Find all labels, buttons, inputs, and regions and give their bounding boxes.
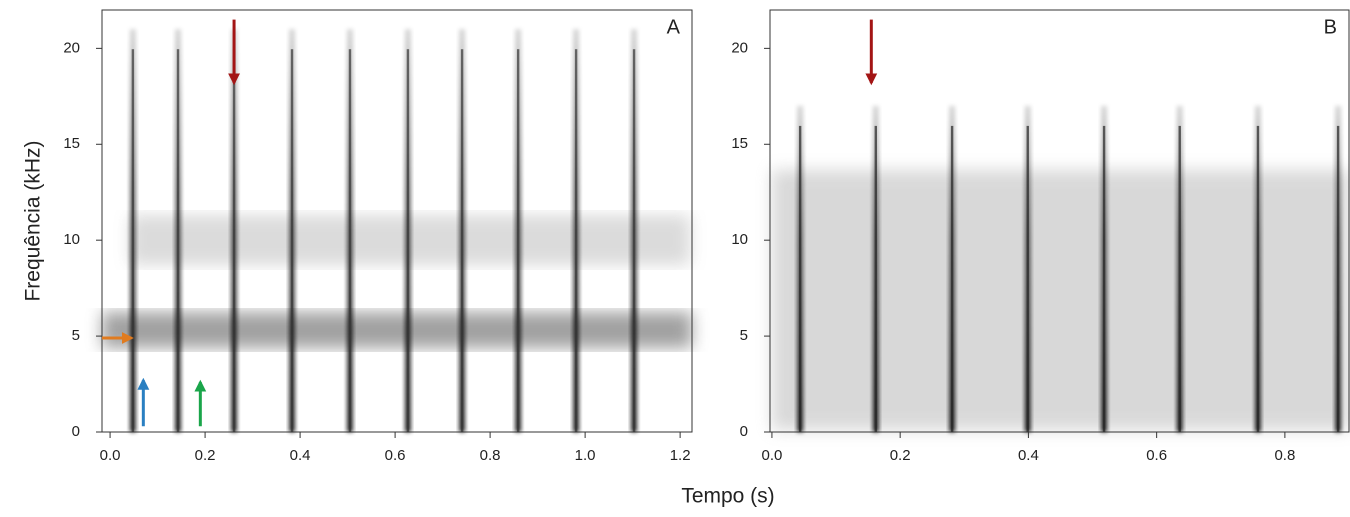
y-tick-label: 5 <box>740 327 748 344</box>
x-tick-label: 0.6 <box>385 447 406 464</box>
pulse-core <box>1026 125 1029 432</box>
x-tick-label: 0.0 <box>100 447 121 464</box>
y-tick-label: 0 <box>740 423 748 440</box>
pulse-core <box>950 125 954 432</box>
x-axis-label: Tempo (s) <box>681 485 774 508</box>
pulse-core <box>131 49 135 432</box>
pulse-core <box>348 49 352 432</box>
noise-background <box>772 170 1350 430</box>
y-tick-label: 10 <box>731 231 748 248</box>
x-tick-label: 0.4 <box>1018 447 1039 464</box>
axis-frame <box>101 9 693 433</box>
y-tick-label: 20 <box>63 39 80 56</box>
pulse-core <box>232 49 236 432</box>
y-tick-label: 15 <box>63 135 80 152</box>
pulse-core <box>1336 125 1340 432</box>
pulse-core <box>176 49 180 432</box>
pulse-core <box>406 49 410 432</box>
x-tick-label: 0.8 <box>480 447 501 464</box>
pulse-core <box>290 49 294 432</box>
x-tick-label: 0.6 <box>1146 447 1167 464</box>
x-tick-label: 0.2 <box>890 447 911 464</box>
axis-frame <box>769 9 1350 433</box>
x-tick-label: 0.2 <box>195 447 216 464</box>
y-tick-label: 0 <box>72 423 80 440</box>
pulse-core <box>516 49 520 432</box>
y-tick-label: 20 <box>731 39 748 56</box>
y-tick-label: 10 <box>63 231 80 248</box>
x-tick-label: 0.0 <box>761 447 782 464</box>
pulse-core <box>574 49 578 432</box>
pulse-core <box>1256 125 1260 432</box>
y-tick-label: 15 <box>731 135 748 152</box>
panel-label: A <box>667 16 681 38</box>
pulse-core <box>874 125 877 432</box>
pulse-core <box>798 125 802 432</box>
panel-label: B <box>1324 16 1337 38</box>
pulse-core <box>1178 125 1181 432</box>
x-tick-label: 1.2 <box>670 447 691 464</box>
x-tick-label: 0.8 <box>1274 447 1295 464</box>
y-axis-label: Frequência (kHz) <box>22 140 45 301</box>
pulse-core <box>460 49 464 432</box>
pulse-core <box>632 49 636 432</box>
x-tick-label: 0.4 <box>290 447 311 464</box>
noise-band <box>102 312 692 348</box>
x-tick-label: 1.0 <box>575 447 596 464</box>
y-tick-label: 5 <box>72 327 80 344</box>
pulse-core <box>1102 125 1106 432</box>
